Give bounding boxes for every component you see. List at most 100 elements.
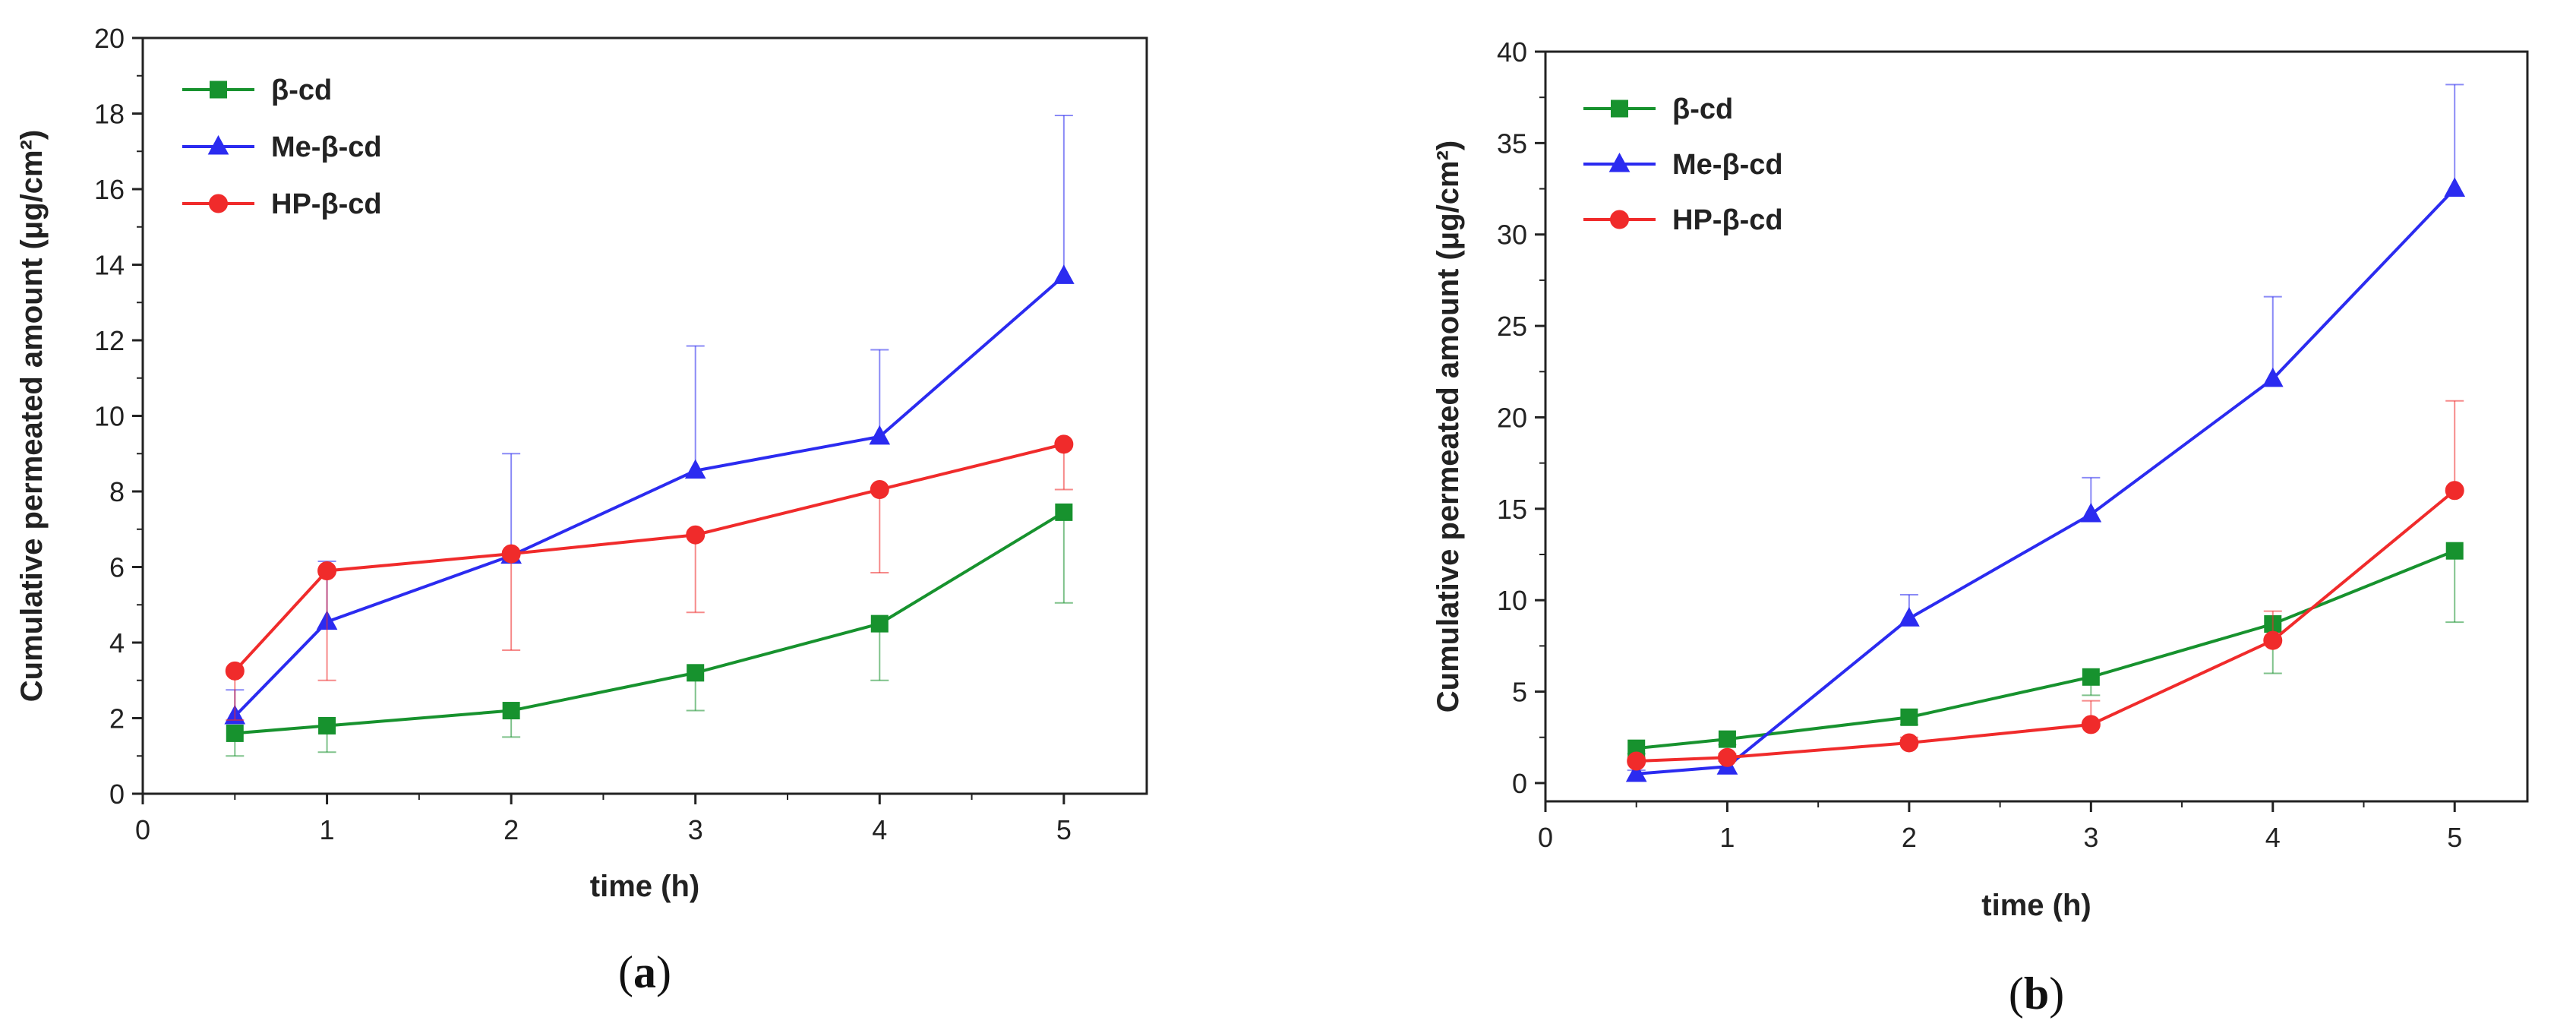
y-tick-label: 0: [1512, 768, 1527, 799]
y-axis-title: Cumulative permeated amount (μg/cm²): [1432, 141, 1465, 712]
legend-marker: [209, 194, 228, 213]
y-tick-label: 6: [109, 552, 125, 583]
y-tick-label: 12: [94, 325, 125, 356]
data-point: [1053, 264, 1075, 284]
y-tick-label: 16: [94, 174, 125, 205]
data-point: [1899, 733, 1919, 753]
y-tick-label: 18: [94, 99, 125, 130]
y-tick-label: 8: [109, 476, 125, 507]
data-point: [2081, 715, 2101, 734]
panel-label: (b): [2009, 968, 2064, 1019]
legend-label: HP-β-cd: [1672, 204, 1783, 236]
y-axis-title: Cumulative permeated amount (μg/cm²): [15, 130, 49, 702]
data-point: [318, 716, 336, 734]
data-point: [1627, 751, 1646, 771]
series-line: [1636, 188, 2456, 776]
legend-marker: [1610, 210, 1629, 229]
series-0: [226, 503, 1073, 757]
y-tick-label: 35: [1497, 128, 1527, 159]
y-tick-label: 15: [1497, 494, 1527, 525]
x-tick-label: 4: [872, 814, 887, 845]
data-point: [225, 661, 245, 681]
data-point: [2262, 367, 2284, 387]
data-point: [1625, 762, 1647, 782]
y-tick-label: 10: [1497, 585, 1527, 616]
data-point: [1054, 434, 1074, 454]
data-point: [1899, 607, 1920, 627]
plot-frame: [1544, 50, 2529, 803]
legend-marker: [210, 81, 227, 99]
y-tick-label: 2: [109, 703, 125, 734]
data-point: [2444, 177, 2466, 197]
data-point: [1900, 708, 1918, 726]
y-tick-label: 14: [94, 250, 125, 281]
legend-marker: [1611, 100, 1628, 118]
x-tick-label: 5: [1056, 814, 1072, 845]
series-2: [225, 434, 1074, 721]
legend-label: β-cd: [1672, 93, 1733, 125]
data-point: [502, 702, 520, 720]
y-tick-label: 4: [109, 627, 125, 659]
series-line: [233, 274, 1065, 718]
series-line: [1636, 549, 2455, 750]
y-tick-label: 25: [1497, 311, 1527, 342]
x-tick-label: 5: [2447, 822, 2462, 853]
series-line: [235, 510, 1065, 735]
y-tick-label: 10: [94, 401, 125, 432]
x-axis-title: time (h): [590, 870, 699, 903]
x-tick-label: 3: [2083, 822, 2098, 853]
x-tick-label: 2: [504, 814, 519, 845]
series-2: [1627, 400, 2464, 771]
data-point: [684, 459, 706, 479]
panel-label-paren: ): [2049, 968, 2064, 1019]
x-tick-label: 0: [135, 814, 150, 845]
x-tick-label: 2: [1902, 822, 1917, 853]
panel-label-letter: a: [633, 947, 656, 997]
data-point: [869, 425, 891, 445]
y-tick-label: 20: [94, 23, 125, 54]
data-point: [2445, 481, 2464, 501]
chart-panel-b: 0 1 2 3 4 5 0 5 10 15 20 25 30 35 40 time (h) Cumulative…: [1432, 36, 2529, 1019]
y-tick-label: 40: [1497, 36, 1527, 68]
data-point: [2082, 668, 2100, 686]
panel-label-paren: ): [656, 947, 671, 997]
x-tick-label: 3: [688, 814, 703, 845]
y-tick-label: 0: [109, 779, 125, 810]
y-tick-label: 20: [1497, 402, 1527, 433]
data-point: [226, 724, 244, 742]
legend: β-cd Me-β-cd HP-β-cd: [182, 74, 382, 220]
x-tick-label: 1: [320, 814, 335, 845]
data-point: [2445, 542, 2464, 560]
x-tick-label: 1: [1719, 822, 1735, 853]
legend-label: β-cd: [271, 74, 332, 106]
series-0: [1627, 542, 2464, 757]
x-tick-label: 0: [1538, 822, 1553, 853]
legend-label: HP-β-cd: [271, 188, 382, 220]
x-tick-label: 4: [2265, 822, 2281, 853]
legend-marker: [1608, 152, 1631, 172]
data-point: [1718, 730, 1736, 748]
legend-label: Me-β-cd: [271, 131, 382, 163]
data-point: [870, 480, 889, 500]
legend-label: Me-β-cd: [1672, 149, 1783, 181]
series-line: [1636, 489, 2456, 763]
panel-label-paren: (: [2009, 968, 2024, 1019]
series-1: [1625, 84, 2466, 782]
data-point: [1055, 503, 1073, 521]
series-line: [233, 442, 1065, 672]
data-point: [870, 614, 889, 633]
x-axis-title: time (h): [1981, 889, 2091, 922]
panel-label: (a): [618, 947, 671, 997]
data-point: [1717, 747, 1737, 767]
data-point: [2263, 630, 2283, 650]
panel-label-letter: b: [2024, 968, 2049, 1019]
data-point: [501, 544, 521, 564]
data-point: [687, 664, 705, 682]
data-point: [2080, 503, 2102, 523]
legend-marker: [207, 134, 229, 155]
legend: β-cd Me-β-cd HP-β-cd: [1583, 93, 1783, 236]
y-tick-label: 5: [1512, 677, 1527, 708]
panel-label-paren: (: [618, 947, 633, 997]
